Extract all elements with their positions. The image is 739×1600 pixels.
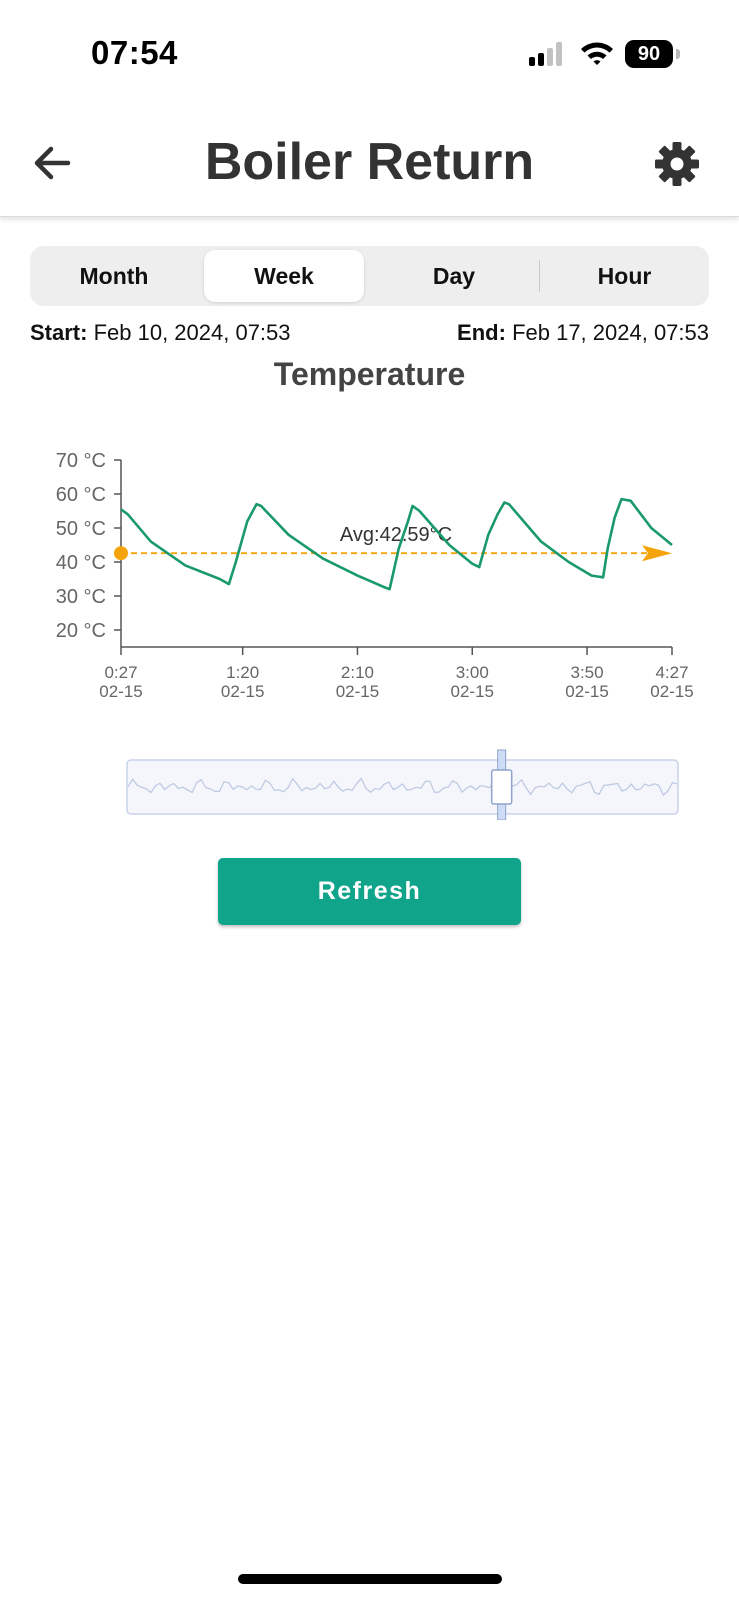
end-label: End:: [457, 320, 506, 345]
wifi-icon: [581, 42, 613, 65]
temperature-series-line: [120, 497, 673, 591]
y-tick-label: 40 °C: [56, 552, 106, 574]
x-tick-date-label: 02-15: [650, 682, 693, 701]
status-time: 07:54: [91, 34, 178, 71]
zoom-slider[interactable]: [0, 740, 739, 820]
x-tick-time-label: 3:00: [456, 663, 489, 682]
zoom-track: [126, 759, 679, 815]
battery-level: 90: [625, 40, 673, 68]
app-header: Boiler Return: [0, 110, 739, 217]
status-bar: 07:54 90: [0, 0, 739, 110]
x-tick-date-label: 02-15: [336, 682, 379, 701]
tab-hour[interactable]: Hour: [597, 263, 652, 289]
battery-cap: [676, 49, 680, 59]
back-button[interactable]: [30, 140, 76, 186]
settings-button[interactable]: [653, 140, 701, 188]
x-tick-date-label: 02-15: [451, 682, 494, 701]
y-tick-label: 60 °C: [56, 484, 106, 506]
y-tick-label: 20 °C: [56, 620, 106, 642]
x-tick-date-label: 02-15: [99, 682, 142, 701]
tab-divider: [539, 260, 540, 292]
y-tick-label: 70 °C: [56, 450, 106, 472]
tab-day[interactable]: Day: [432, 263, 476, 289]
tab-month[interactable]: Month: [79, 263, 149, 289]
average-arrow-marker: [642, 545, 672, 562]
average-label: Avg:42.59°C: [340, 524, 452, 546]
end-value: Feb 17, 2024, 07:53: [512, 320, 709, 345]
x-tick-time-label: 0:27: [104, 663, 137, 682]
x-tick-date-label: 02-15: [221, 682, 264, 701]
x-tick-time-label: 3:50: [571, 663, 604, 682]
average-start-marker: [114, 546, 128, 561]
x-tick-time-label: 2:10: [341, 663, 374, 682]
zoom-handle-grip[interactable]: [490, 769, 513, 805]
battery-indicator: 90: [625, 40, 681, 68]
start-label: Start:: [30, 320, 88, 345]
gear-icon: [655, 142, 699, 186]
home-indicator: [238, 1574, 502, 1584]
chart-title: Temperature: [273, 356, 466, 392]
y-tick-label: 30 °C: [56, 586, 106, 608]
x-tick-date-label: 02-15: [565, 682, 608, 701]
cellular-signal-icon: [529, 42, 562, 66]
start-value: Feb 10, 2024, 07:53: [93, 320, 291, 345]
range-start: Start: Feb 10, 2024, 07:53: [30, 320, 291, 346]
x-tick-time-label: 4:27: [655, 663, 688, 682]
period-selector: Month Week Day Hour: [30, 246, 709, 306]
refresh-button[interactable]: Refresh: [218, 858, 521, 925]
y-tick-label: 50 °C: [56, 518, 106, 540]
tab-week[interactable]: Week: [204, 250, 364, 302]
x-tick-time-label: 1:20: [226, 663, 259, 682]
arrow-left-icon: [34, 146, 71, 180]
range-end: End: Feb 17, 2024, 07:53: [457, 320, 709, 346]
zoom-preview-line: [127, 777, 678, 796]
temperature-chart[interactable]: 20 °C30 °C40 °C50 °C60 °C70 °C 0:2702-15…: [0, 430, 739, 710]
page-title: Boiler Return: [204, 133, 535, 191]
